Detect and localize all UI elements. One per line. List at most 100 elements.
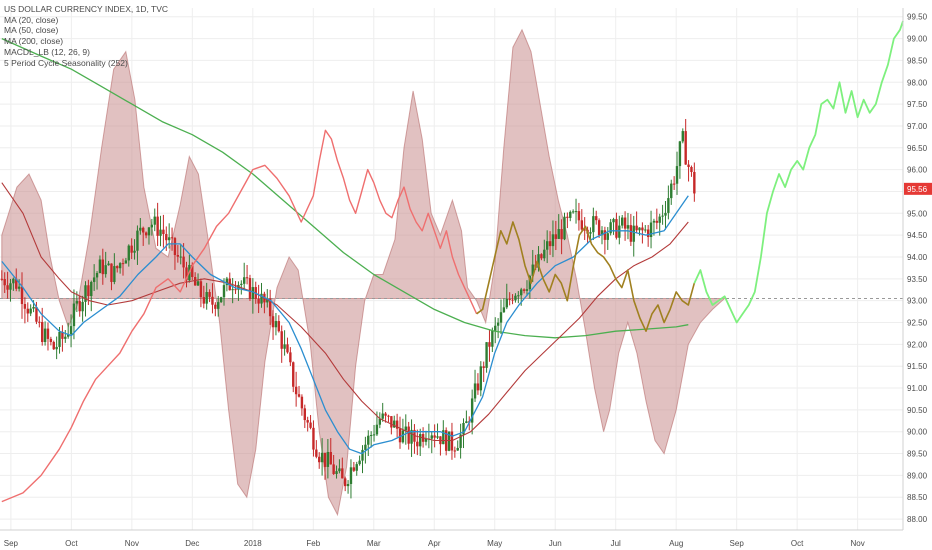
candle-body [312,427,315,450]
candle-body [196,281,200,286]
x-tick-label: Dec [185,539,199,548]
x-tick-label: Apr [428,539,441,548]
y-tick-label: 91.50 [907,362,928,371]
candle-body [557,229,560,239]
y-tick-label: 98.50 [907,56,928,65]
candle-body [240,283,243,285]
candle-body [133,250,136,253]
candle-body [554,234,558,239]
candle-body [517,295,520,297]
y-tick-label: 90.50 [907,406,928,415]
candle-body [162,229,165,235]
candle-body [46,328,50,339]
candle-body [199,281,203,298]
candle-body [505,298,508,308]
candle-body [153,216,156,225]
x-tick-label: Sep [4,539,19,548]
candle-body [401,430,405,443]
macd-histogram [1,28,726,517]
x-tick-label: Jul [611,539,621,548]
candle-body [191,264,194,278]
candle-body [0,278,4,280]
candle-body [309,422,312,428]
candle-body [211,296,214,305]
candle-body [416,441,419,447]
candle-body [43,328,47,342]
candle-body [208,292,211,297]
candle-body [23,304,27,309]
y-tick-label: 92.00 [907,340,928,349]
y-tick-label: 89.50 [907,450,928,459]
candle-body [167,237,171,241]
candle-body [170,237,174,239]
candle-body [652,220,656,223]
candle-body [159,229,162,236]
candle-body [658,216,661,223]
candle-body [110,263,113,282]
candle-body [571,211,575,213]
candle-body [430,435,433,439]
candle-body [185,267,188,281]
candle-body [623,217,627,229]
candle-body [355,464,358,471]
y-tick-label: 93.00 [907,297,928,306]
candle-body [358,460,361,465]
candle-body [667,198,670,213]
candle-body [121,263,125,265]
candle-body [320,452,324,463]
candle-body [49,338,53,342]
candle-body [90,281,93,297]
axis-layer: 99.50 99.00 98.50 98.00 97.50 97.00 96.50 96.00… [0,8,932,548]
candle-body [245,277,249,279]
candle-body [242,277,246,284]
candle-body [514,295,517,301]
candle-body [620,217,624,226]
candle-body [404,426,407,431]
candle-body [84,285,87,302]
candle-body [12,278,15,284]
candle-body [442,430,445,445]
candle-body [687,164,690,167]
candle-body [574,211,578,213]
seasonality-line-future [693,20,904,324]
candle-body [147,227,151,236]
candle-body [635,225,638,231]
candle-body [592,216,595,233]
legend-item-seasonality: 5 Period Cycle Seasonality (252) [4,57,128,68]
candle-body [237,284,240,290]
y-tick-label: 88.50 [907,493,928,502]
candle-body [372,434,376,436]
candle-body [502,307,506,313]
candle-body [511,299,514,301]
candle-body [124,260,128,264]
candle-body [292,362,295,387]
candle-body [38,321,41,323]
y-tick-label: 98.00 [907,78,928,87]
ma20-line [1,195,689,455]
candle-body [64,336,67,339]
y-tick-label: 99.00 [907,35,928,44]
candle-body [179,256,182,258]
candle-body [17,286,21,289]
candle-body [436,436,439,438]
candle-body [522,289,526,291]
y-tick-label: 95.00 [907,209,928,218]
candle-body [525,289,529,291]
candle-body [248,278,252,299]
candle-body [551,234,555,247]
candle-body [69,326,73,335]
y-tick-label: 90.00 [907,428,928,437]
candle-body [277,321,281,332]
candle-body [219,297,223,303]
candle-body [144,232,148,236]
candle-body [72,303,76,327]
candle-body [81,301,84,312]
y-tick-label: 97.50 [907,100,928,109]
candle-body [136,230,139,251]
y-tick-label: 94.00 [907,253,928,262]
candle-body [395,420,399,429]
candle-body [286,344,289,353]
candle-body [606,233,609,240]
candle-body [338,468,341,472]
